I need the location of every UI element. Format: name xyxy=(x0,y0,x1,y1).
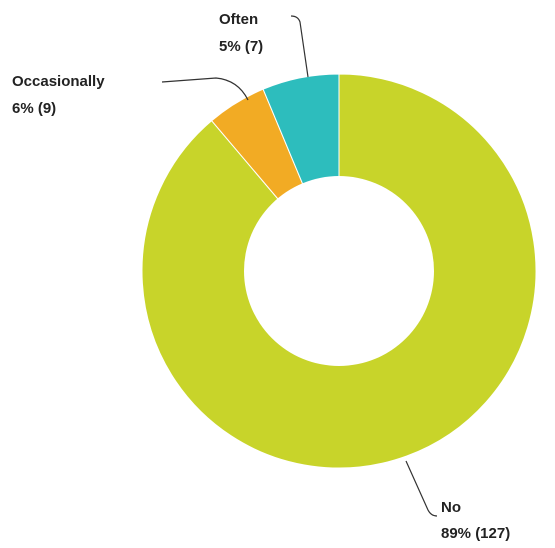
label-often-name: Often xyxy=(219,11,258,28)
label-no-value: 89% (127) xyxy=(441,525,510,542)
leader-line-occasionally xyxy=(161,77,249,101)
label-occasionally-value: 6% (9) xyxy=(12,100,56,117)
label-no-name: No xyxy=(441,499,461,516)
leader-line-no xyxy=(405,460,438,517)
donut-hole xyxy=(244,176,434,366)
leader-line-often xyxy=(290,15,309,78)
label-occasionally-name: Occasionally xyxy=(12,73,105,90)
label-often-value: 5% (7) xyxy=(219,38,263,55)
